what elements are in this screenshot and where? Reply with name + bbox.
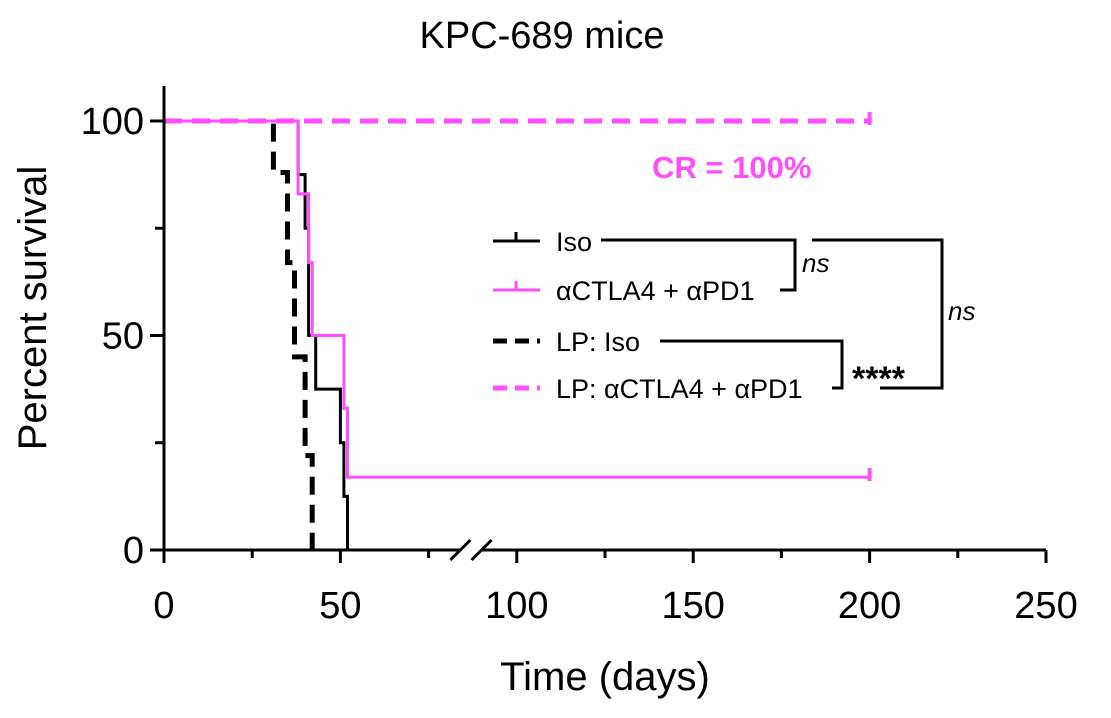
significance-stars: ****: [852, 360, 906, 398]
legend-item-lp-actla4-apd1: LP: αCTLA4 + αPD1: [493, 374, 803, 404]
series-lp-iso-line-1: [164, 118, 315, 550]
legend-item-actla4-apd1: αCTLA4 + αPD1: [493, 276, 755, 306]
y-axis-label: Percent survival: [11, 166, 55, 451]
legend-label-iso: Iso: [556, 227, 592, 257]
significance-ns-1: ns: [802, 248, 829, 278]
x-tick-label-100: 100: [485, 585, 548, 627]
x-tick-label-150: 150: [661, 585, 724, 627]
x-tick-label-250: 250: [1014, 585, 1077, 627]
legend-label-actla4-apd1: αCTLA4 + αPD1: [556, 276, 755, 306]
legend-item-lp-iso: LP: Iso: [493, 327, 640, 357]
x-tick-label-200: 200: [838, 585, 901, 627]
series-ctla4-pd1-line-1: [164, 119, 870, 479]
x-axis-break-mark-1: [449, 538, 472, 562]
bracket-iso-vs-treatment: [601, 238, 797, 292]
legend-label-lp-actla4-apd1: LP: αCTLA4 + αPD1: [556, 374, 803, 404]
y-tick-label-50: 50: [102, 316, 144, 358]
significance-ns-2: ns: [948, 296, 975, 326]
legend: Iso αCTLA4 + αPD1 LP: Iso LP: αCTLA4 + α…: [493, 227, 803, 404]
x-axis-label: Time (days): [500, 655, 710, 699]
legend-item-iso: Iso: [493, 227, 592, 257]
cr-annotation: CR = 100%: [652, 150, 811, 185]
y-tick-label-100: 100: [81, 101, 144, 143]
x-axis-break-mark-2: [470, 538, 493, 562]
x-tick-label-0: 0: [153, 585, 174, 627]
x-tick-label-50: 50: [319, 585, 361, 627]
axes-layer: 0 50 100 150 200 250 0 50 100: [81, 86, 1078, 627]
series-layer: [164, 112, 872, 550]
bracket-iso-vs-lp-iso: [812, 238, 944, 390]
bracket-lp-iso-vs-lp-treatment: [660, 339, 844, 390]
legend-label-lp-iso: LP: Iso: [556, 327, 640, 357]
significance-brackets: [601, 238, 944, 390]
chart-title: KPC-689 mice: [420, 15, 665, 57]
y-tick-label-0: 0: [123, 530, 144, 572]
